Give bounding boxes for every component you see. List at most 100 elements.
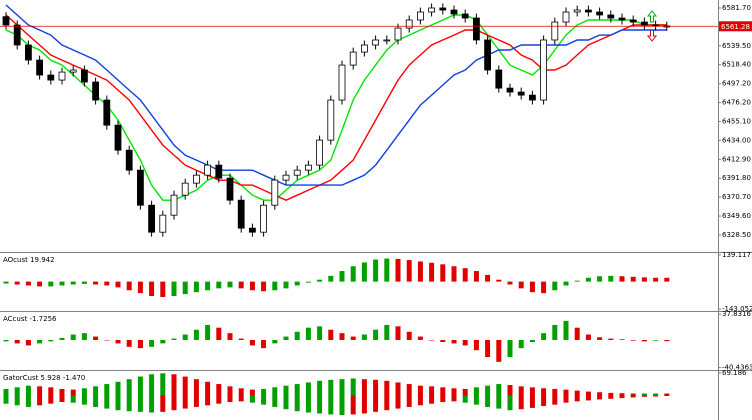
histogram-bar [126, 339, 132, 347]
histogram-bar [653, 395, 659, 397]
histogram-bar [160, 373, 166, 396]
histogram-bar [70, 281, 76, 285]
histogram-bar [653, 339, 659, 341]
candle-body [573, 9, 581, 13]
candle-body [405, 19, 413, 29]
candle-body [282, 174, 290, 181]
y-tick-label: 37.8316 [722, 310, 751, 318]
y-tick-label: -143.052 [722, 305, 752, 313]
candle-body [237, 199, 245, 229]
candle-body [629, 19, 637, 23]
histogram-bar [574, 327, 580, 340]
histogram-bar [328, 275, 334, 282]
candle-body [103, 99, 111, 126]
histogram-bar [137, 395, 143, 412]
histogram-bar [126, 379, 132, 396]
histogram-bar [473, 387, 479, 396]
histogram-bar [317, 279, 323, 282]
histogram-bar [574, 390, 580, 396]
histogram-bar [339, 271, 345, 282]
candle-body [394, 27, 402, 41]
histogram-bar [149, 395, 155, 413]
histogram-bar [104, 281, 110, 286]
histogram-bar [25, 395, 31, 407]
histogram-bar [14, 281, 20, 285]
histogram-bar [552, 388, 558, 396]
histogram-bar [59, 388, 65, 396]
y-tick-label: 6518.40 [722, 61, 751, 69]
histogram-bar [14, 387, 20, 396]
candle-body [2, 16, 10, 26]
candle-body [192, 174, 200, 184]
y-tick-label: 6349.60 [722, 212, 751, 220]
candle-body [271, 179, 279, 206]
histogram-bar [70, 334, 76, 340]
y-tick-label: 6539.50 [722, 42, 751, 50]
histogram-bar [115, 395, 121, 411]
histogram-bar [48, 281, 54, 287]
histogram-bar [630, 339, 636, 341]
histogram-bar [485, 339, 491, 358]
histogram-bar [216, 281, 222, 289]
candle-body [450, 9, 458, 15]
histogram-bar [361, 334, 367, 340]
histogram-bar [182, 281, 188, 295]
histogram-bar [384, 380, 390, 396]
histogram-bar [238, 388, 244, 396]
histogram-bar [3, 281, 9, 284]
histogram-bar [350, 378, 356, 396]
histogram-bar [518, 386, 524, 396]
histogram-bar [328, 395, 334, 415]
histogram-bar [417, 395, 423, 406]
histogram-bar [384, 324, 390, 340]
candle-body [338, 64, 346, 101]
histogram-bar [25, 385, 31, 396]
histogram-bar [205, 324, 211, 340]
histogram-bar [373, 259, 379, 282]
histogram-bar [25, 339, 31, 346]
histogram-bar [81, 388, 87, 396]
histogram-bar [451, 339, 457, 344]
y-tick-label: 6370.70 [722, 193, 751, 201]
histogram-bar [496, 279, 502, 282]
histogram-bar [3, 339, 9, 342]
candle-body [260, 204, 268, 233]
histogram-bar [115, 381, 121, 396]
histogram-bar [14, 339, 20, 344]
histogram-bar [216, 384, 222, 396]
candle-body [92, 81, 99, 101]
histogram-bar [518, 339, 524, 349]
histogram-bar [361, 395, 367, 414]
histogram-bar [451, 388, 457, 396]
histogram-bar [149, 374, 155, 396]
histogram-bar [328, 329, 334, 340]
histogram-bar [608, 338, 614, 340]
histogram-bar [115, 339, 121, 344]
candle-body [69, 69, 77, 73]
histogram-bar [70, 395, 76, 403]
histogram-bar [171, 374, 177, 396]
y-tick-label: 139.117 [722, 251, 751, 259]
histogram-bar [350, 266, 356, 282]
histogram-bar [283, 395, 289, 410]
histogram-bar [574, 280, 580, 282]
histogram-bar [574, 395, 580, 402]
histogram-bar [361, 262, 367, 282]
histogram-bar [485, 395, 491, 407]
histogram-bar [507, 339, 513, 358]
candle-body [125, 149, 133, 171]
histogram-bar [249, 395, 255, 403]
histogram-bar [619, 395, 625, 399]
pane-title: GatorCust 5.928 -1.470 [3, 374, 85, 382]
moving-average [5, 14, 667, 201]
candle-body [215, 164, 223, 179]
histogram-bar [473, 395, 479, 405]
histogram-bar [81, 281, 87, 284]
histogram-bar [552, 324, 558, 340]
histogram-bar [440, 339, 446, 343]
candle-body [136, 169, 144, 206]
histogram-bar [507, 395, 513, 411]
histogram-bar [93, 336, 99, 340]
